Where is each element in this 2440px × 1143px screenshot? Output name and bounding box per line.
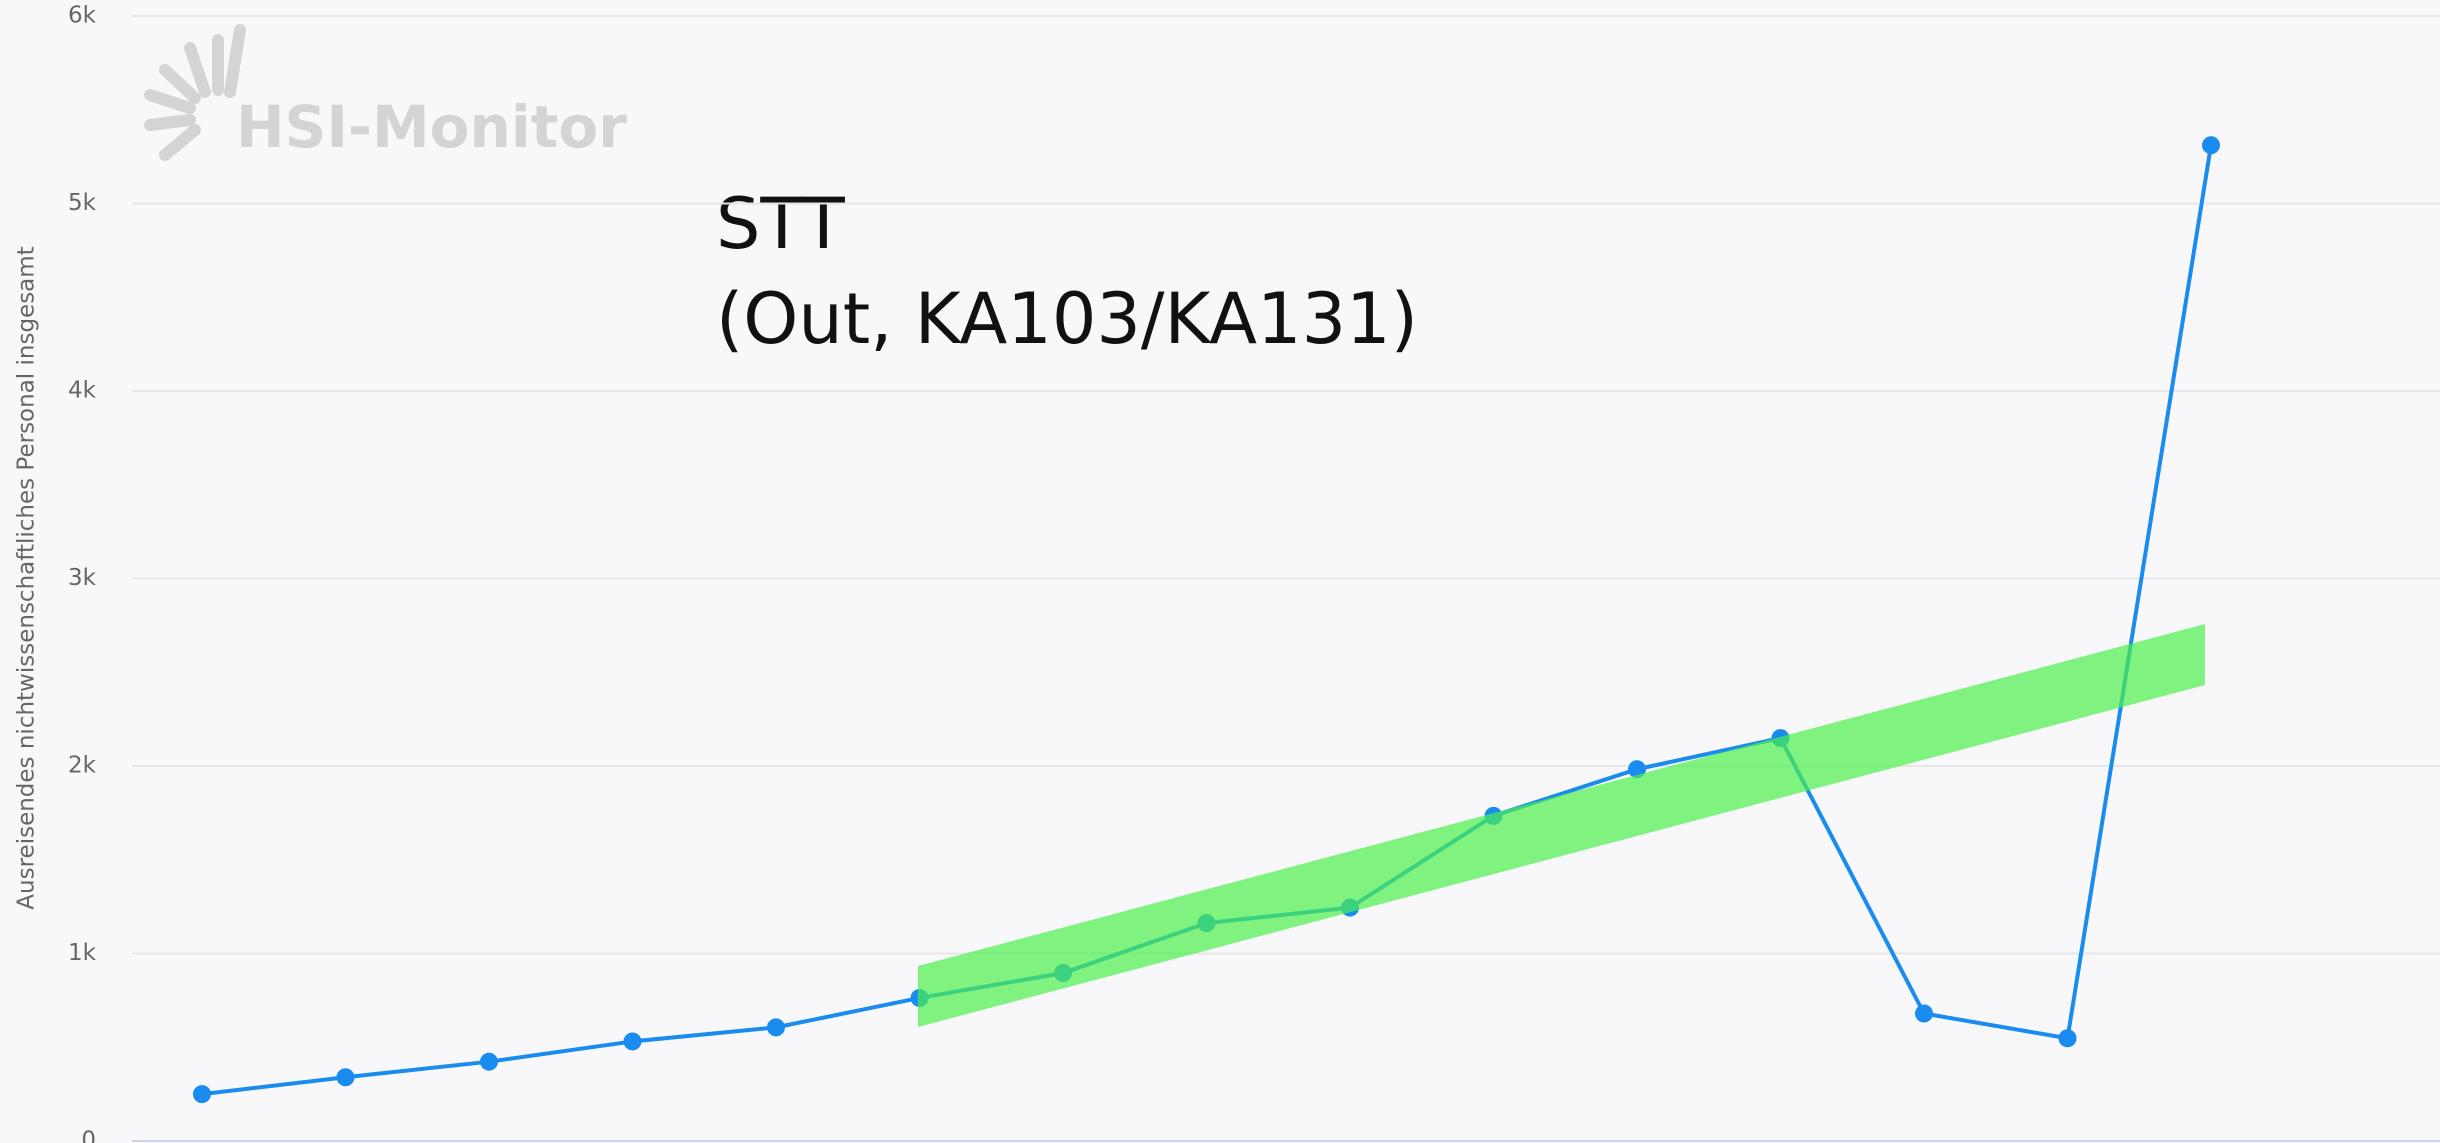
point bbox=[480, 1052, 498, 1071]
y-axis-label: Ausreisendes nichtwissenschaftliches Per… bbox=[14, 246, 40, 909]
y-tick-label: 3k bbox=[68, 565, 97, 591]
y-tick-label: 5k bbox=[68, 190, 97, 216]
point bbox=[623, 1032, 642, 1051]
annotation: STT bbox=[716, 183, 845, 265]
y-tick-label: 1k bbox=[68, 940, 97, 966]
trend-band bbox=[918, 624, 2205, 1027]
y-tick-label: 4k bbox=[68, 378, 97, 404]
watermark-icon bbox=[144, 24, 246, 161]
y-tick-label: 6k bbox=[68, 3, 97, 29]
grid: 0 1k 2k 3k 4k 5k 6k bbox=[68, 3, 2440, 1143]
watermark: HSI-Monitor bbox=[236, 93, 627, 161]
point bbox=[2058, 1029, 2077, 1048]
point bbox=[193, 1085, 211, 1104]
annotation: (Out, KA103/KA131) bbox=[716, 278, 1418, 360]
point bbox=[2202, 136, 2220, 155]
y-tick-label: 2k bbox=[68, 753, 97, 779]
point bbox=[767, 1018, 785, 1037]
point bbox=[1915, 1004, 1933, 1023]
point bbox=[336, 1068, 355, 1087]
point bbox=[1628, 760, 1646, 779]
y-tick-label: 0 bbox=[81, 1128, 96, 1143]
